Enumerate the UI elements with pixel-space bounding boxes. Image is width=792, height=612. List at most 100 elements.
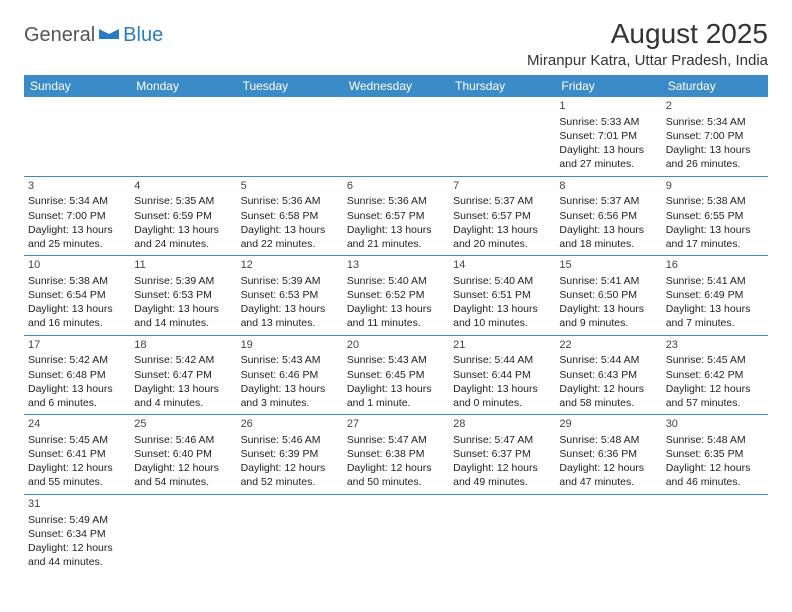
weekday-header: Saturday (662, 75, 768, 97)
weekday-header: Tuesday (237, 75, 343, 97)
calendar-cell: 22Sunrise: 5:44 AMSunset: 6:43 PMDayligh… (555, 335, 661, 415)
daylight2-text: and 0 minutes. (453, 396, 551, 410)
calendar-cell: 13Sunrise: 5:40 AMSunset: 6:52 PMDayligh… (343, 256, 449, 336)
calendar-table: Sunday Monday Tuesday Wednesday Thursday… (24, 75, 768, 573)
day-number: 17 (28, 338, 126, 353)
weekday-header: Monday (130, 75, 236, 97)
day-number: 13 (347, 258, 445, 273)
daylight2-text: and 52 minutes. (241, 475, 339, 489)
calendar-cell: 3Sunrise: 5:34 AMSunset: 7:00 PMDaylight… (24, 176, 130, 256)
calendar-cell (662, 494, 768, 573)
daylight1-text: Daylight: 13 hours (666, 223, 764, 237)
sunset-text: Sunset: 6:54 PM (28, 288, 126, 302)
day-number: 29 (559, 417, 657, 432)
sunrise-text: Sunrise: 5:46 AM (134, 433, 232, 447)
calendar-row: 10Sunrise: 5:38 AMSunset: 6:54 PMDayligh… (24, 256, 768, 336)
day-number: 24 (28, 417, 126, 432)
calendar-cell: 16Sunrise: 5:41 AMSunset: 6:49 PMDayligh… (662, 256, 768, 336)
daylight2-text: and 7 minutes. (666, 316, 764, 330)
weekday-header-row: Sunday Monday Tuesday Wednesday Thursday… (24, 75, 768, 97)
day-number: 19 (241, 338, 339, 353)
sunset-text: Sunset: 6:58 PM (241, 209, 339, 223)
calendar-cell: 6Sunrise: 5:36 AMSunset: 6:57 PMDaylight… (343, 176, 449, 256)
day-number: 9 (666, 179, 764, 194)
sunset-text: Sunset: 6:53 PM (241, 288, 339, 302)
daylight2-text: and 6 minutes. (28, 396, 126, 410)
title-block: August 2025 Miranpur Katra, Uttar Prades… (527, 18, 768, 69)
sunset-text: Sunset: 6:43 PM (559, 368, 657, 382)
daylight1-text: Daylight: 13 hours (134, 382, 232, 396)
calendar-cell: 24Sunrise: 5:45 AMSunset: 6:41 PMDayligh… (24, 415, 130, 495)
daylight2-text: and 18 minutes. (559, 237, 657, 251)
sunrise-text: Sunrise: 5:46 AM (241, 433, 339, 447)
calendar-cell: 1Sunrise: 5:33 AMSunset: 7:01 PMDaylight… (555, 97, 661, 176)
sunrise-text: Sunrise: 5:37 AM (559, 194, 657, 208)
calendar-cell (343, 97, 449, 176)
daylight2-text: and 54 minutes. (134, 475, 232, 489)
sunrise-text: Sunrise: 5:44 AM (453, 353, 551, 367)
day-number: 1 (559, 99, 657, 114)
day-number: 30 (666, 417, 764, 432)
day-number: 20 (347, 338, 445, 353)
sunrise-text: Sunrise: 5:33 AM (559, 115, 657, 129)
calendar-cell: 10Sunrise: 5:38 AMSunset: 6:54 PMDayligh… (24, 256, 130, 336)
day-number: 23 (666, 338, 764, 353)
calendar-cell (449, 494, 555, 573)
daylight1-text: Daylight: 13 hours (28, 382, 126, 396)
calendar-cell: 30Sunrise: 5:48 AMSunset: 6:35 PMDayligh… (662, 415, 768, 495)
calendar-cell: 18Sunrise: 5:42 AMSunset: 6:47 PMDayligh… (130, 335, 236, 415)
sunset-text: Sunset: 6:47 PM (134, 368, 232, 382)
day-number: 22 (559, 338, 657, 353)
day-number: 8 (559, 179, 657, 194)
daylight1-text: Daylight: 13 hours (241, 302, 339, 316)
calendar-cell: 11Sunrise: 5:39 AMSunset: 6:53 PMDayligh… (130, 256, 236, 336)
sunset-text: Sunset: 6:45 PM (347, 368, 445, 382)
day-number: 10 (28, 258, 126, 273)
daylight2-text: and 10 minutes. (453, 316, 551, 330)
day-number: 26 (241, 417, 339, 432)
day-number: 7 (453, 179, 551, 194)
sunset-text: Sunset: 6:53 PM (134, 288, 232, 302)
daylight2-text: and 17 minutes. (666, 237, 764, 251)
calendar-row: 1Sunrise: 5:33 AMSunset: 7:01 PMDaylight… (24, 97, 768, 176)
daylight1-text: Daylight: 13 hours (559, 143, 657, 157)
day-number: 6 (347, 179, 445, 194)
day-number: 3 (28, 179, 126, 194)
sunrise-text: Sunrise: 5:47 AM (453, 433, 551, 447)
calendar-cell: 31Sunrise: 5:49 AMSunset: 6:34 PMDayligh… (24, 494, 130, 573)
calendar-cell: 28Sunrise: 5:47 AMSunset: 6:37 PMDayligh… (449, 415, 555, 495)
calendar-cell (555, 494, 661, 573)
logo-text-blue: Blue (123, 24, 163, 47)
daylight2-text: and 44 minutes. (28, 555, 126, 569)
sunrise-text: Sunrise: 5:41 AM (666, 274, 764, 288)
daylight2-text: and 24 minutes. (134, 237, 232, 251)
logo-flag-icon (99, 25, 121, 46)
sunset-text: Sunset: 6:42 PM (666, 368, 764, 382)
sunset-text: Sunset: 6:56 PM (559, 209, 657, 223)
daylight2-text: and 25 minutes. (28, 237, 126, 251)
daylight1-text: Daylight: 13 hours (453, 223, 551, 237)
sunset-text: Sunset: 6:46 PM (241, 368, 339, 382)
sunrise-text: Sunrise: 5:47 AM (347, 433, 445, 447)
sunrise-text: Sunrise: 5:41 AM (559, 274, 657, 288)
calendar-cell: 21Sunrise: 5:44 AMSunset: 6:44 PMDayligh… (449, 335, 555, 415)
day-number: 4 (134, 179, 232, 194)
calendar-cell: 7Sunrise: 5:37 AMSunset: 6:57 PMDaylight… (449, 176, 555, 256)
daylight1-text: Daylight: 13 hours (28, 223, 126, 237)
sunrise-text: Sunrise: 5:40 AM (453, 274, 551, 288)
daylight1-text: Daylight: 12 hours (559, 461, 657, 475)
daylight2-text: and 22 minutes. (241, 237, 339, 251)
sunrise-text: Sunrise: 5:39 AM (134, 274, 232, 288)
calendar-cell: 8Sunrise: 5:37 AMSunset: 6:56 PMDaylight… (555, 176, 661, 256)
sunset-text: Sunset: 6:44 PM (453, 368, 551, 382)
sunrise-text: Sunrise: 5:36 AM (347, 194, 445, 208)
day-number: 2 (666, 99, 764, 114)
sunrise-text: Sunrise: 5:48 AM (666, 433, 764, 447)
sunrise-text: Sunrise: 5:35 AM (134, 194, 232, 208)
calendar-cell: 15Sunrise: 5:41 AMSunset: 6:50 PMDayligh… (555, 256, 661, 336)
page-title: August 2025 (527, 18, 768, 50)
sunset-text: Sunset: 6:57 PM (347, 209, 445, 223)
sunset-text: Sunset: 6:52 PM (347, 288, 445, 302)
daylight1-text: Daylight: 13 hours (241, 382, 339, 396)
daylight2-text: and 58 minutes. (559, 396, 657, 410)
